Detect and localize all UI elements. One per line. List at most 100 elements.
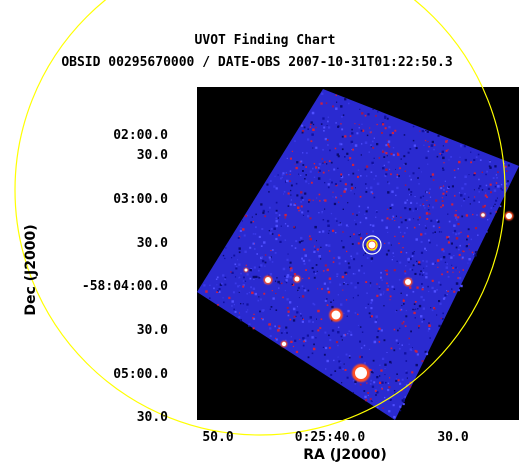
noise-pixel [408,175,411,177]
noise-pixel [322,171,325,174]
noise-pixel [382,167,385,170]
noise-pixel [367,303,370,305]
noise-pixel [467,235,469,238]
noise-pixel [418,304,422,308]
noise-pixel [284,275,286,277]
noise-pixel [412,264,415,267]
noise-pixel [364,114,367,117]
noise-pixel [324,137,327,141]
noise-pixel [252,242,255,245]
noise-pixel [354,144,358,147]
noise-pixel [390,398,392,401]
noise-pixel [367,392,370,394]
noise-pixel [380,369,383,372]
noise-pixel [420,251,424,254]
noise-pixel [253,317,256,320]
noise-pixel [359,195,362,198]
noise-pixel [431,309,434,312]
noise-pixel [369,131,372,133]
noise-pixel [294,140,296,142]
noise-pixel [365,183,367,185]
noise-pixel [421,130,424,133]
noise-pixel [482,205,485,208]
noise-pixel [290,199,292,201]
noise-pixel [417,308,419,310]
noise-pixel [360,129,363,132]
noise-pixel [294,203,296,205]
noise-pixel [427,209,430,211]
noise-pixel [420,270,422,273]
noise-pixel [384,367,386,369]
noise-pixel [381,279,383,281]
noise-pixel [464,158,467,162]
noise-pixel [345,224,348,227]
noise-pixel [294,247,297,249]
noise-pixel [266,183,269,186]
noise-pixel [225,247,227,249]
noise-pixel [410,277,413,280]
noise-pixel [455,246,458,249]
noise-pixel [221,282,223,285]
noise-pixel [222,274,225,277]
noise-pixel [390,347,393,350]
noise-pixel [349,157,352,160]
noise-pixel [446,293,448,295]
x-axis-label: RA (J2000) [303,447,386,463]
noise-pixel [408,218,411,221]
noise-pixel [309,235,311,237]
noise-pixel [302,214,305,216]
noise-pixel [479,185,482,188]
noise-pixel [243,276,245,279]
noise-pixel [327,186,330,189]
noise-pixel [311,336,314,339]
noise-pixel [428,192,430,194]
noise-pixel [328,277,332,280]
noise-pixel [338,142,342,146]
noise-pixel [415,238,418,241]
noise-pixel [458,232,461,234]
noise-pixel [350,186,354,190]
noise-pixel [334,217,337,220]
noise-pixel [418,167,420,169]
noise-pixel [409,257,412,261]
noise-pixel [293,273,297,276]
noise-pixel [324,199,327,202]
noise-pixel [271,290,273,292]
noise-pixel [230,271,232,273]
noise-pixel [300,160,303,163]
noise-pixel [261,309,264,312]
noise-pixel [306,334,309,337]
noise-pixel [385,173,388,176]
noise-pixel [406,377,408,379]
noise-pixel [283,193,285,195]
noise-pixel [303,340,305,343]
noise-pixel [351,257,353,260]
noise-pixel [383,156,386,158]
noise-pixel [303,248,306,251]
noise-pixel [302,318,304,320]
noise-pixel [413,218,415,220]
noise-pixel [289,301,292,304]
noise-pixel [474,254,477,257]
noise-pixel [317,250,319,253]
noise-pixel [422,260,424,262]
noise-pixel [322,162,324,164]
noise-pixel [373,249,376,252]
noise-pixel [328,170,330,172]
noise-pixel [425,272,428,275]
noise-pixel [357,175,359,178]
noise-pixel [409,148,412,150]
noise-pixel [436,219,438,222]
noise-pixel [340,105,343,108]
noise-pixel [363,272,365,275]
noise-pixel [441,248,444,251]
noise-pixel [280,332,283,334]
noise-pixel [391,259,393,261]
noise-pixel [343,283,345,285]
noise-pixel [387,382,390,384]
noise-pixel [271,261,274,263]
noise-pixel [354,312,357,314]
noise-pixel [460,144,462,147]
noise-pixel [437,266,439,268]
noise-pixel [385,226,388,229]
